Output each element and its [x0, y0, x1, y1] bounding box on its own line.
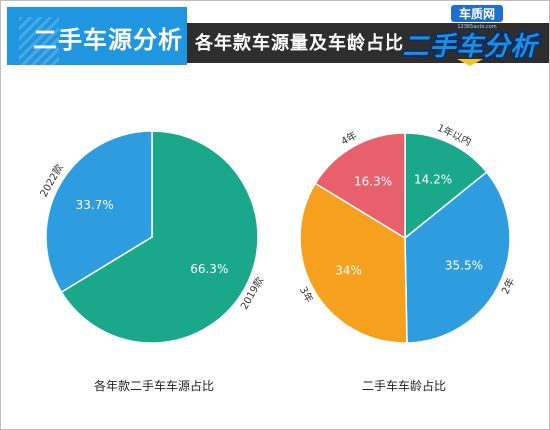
pie-1-value-label-0: 14.2% — [414, 172, 452, 186]
logo-brand: 车质网 — [459, 6, 495, 21]
pie-1-slice-3 — [314, 132, 406, 240]
pie-0-value-label-1: 33.7% — [76, 198, 114, 212]
brand-logo: 车质网 12365auto.com 二手车分析 — [400, 5, 541, 66]
pie-0-slice-1 — [45, 130, 153, 294]
pie-0-value-label-0: 66.3% — [190, 262, 228, 276]
pie-1-value-label-3: 16.3% — [354, 174, 392, 188]
chart-title-right: 二手车车龄占比 — [361, 379, 446, 393]
logo-brand-box — [451, 5, 503, 22]
title-tag: 二手车源分析 — [7, 7, 187, 71]
pie-1-value-label-2: 34% — [335, 263, 362, 277]
pie-0-slice-0 — [60, 130, 259, 344]
pie-1-value-label-1: 35.5% — [445, 259, 483, 273]
page-title: 二手车源分析 — [33, 26, 183, 54]
chart-title-left: 各年款二手车车源占比 — [93, 379, 214, 393]
header: 二手车源分析 各年款车源量及车龄占比 车质网 12365auto.com 二手车… — [1, 1, 549, 71]
logo-arrow — [457, 59, 483, 66]
logo-url: 12365auto.com — [457, 24, 496, 30]
pie-1-slice-1 — [404, 171, 511, 344]
pie-1-slice-0 — [404, 132, 488, 240]
stripe-decoration — [19, 17, 59, 71]
page-subtitle: 各年款车源量及车龄占比 — [195, 33, 404, 54]
subtitle-band — [187, 23, 549, 63]
logo-wordmark: 二手车分析 — [402, 32, 540, 62]
